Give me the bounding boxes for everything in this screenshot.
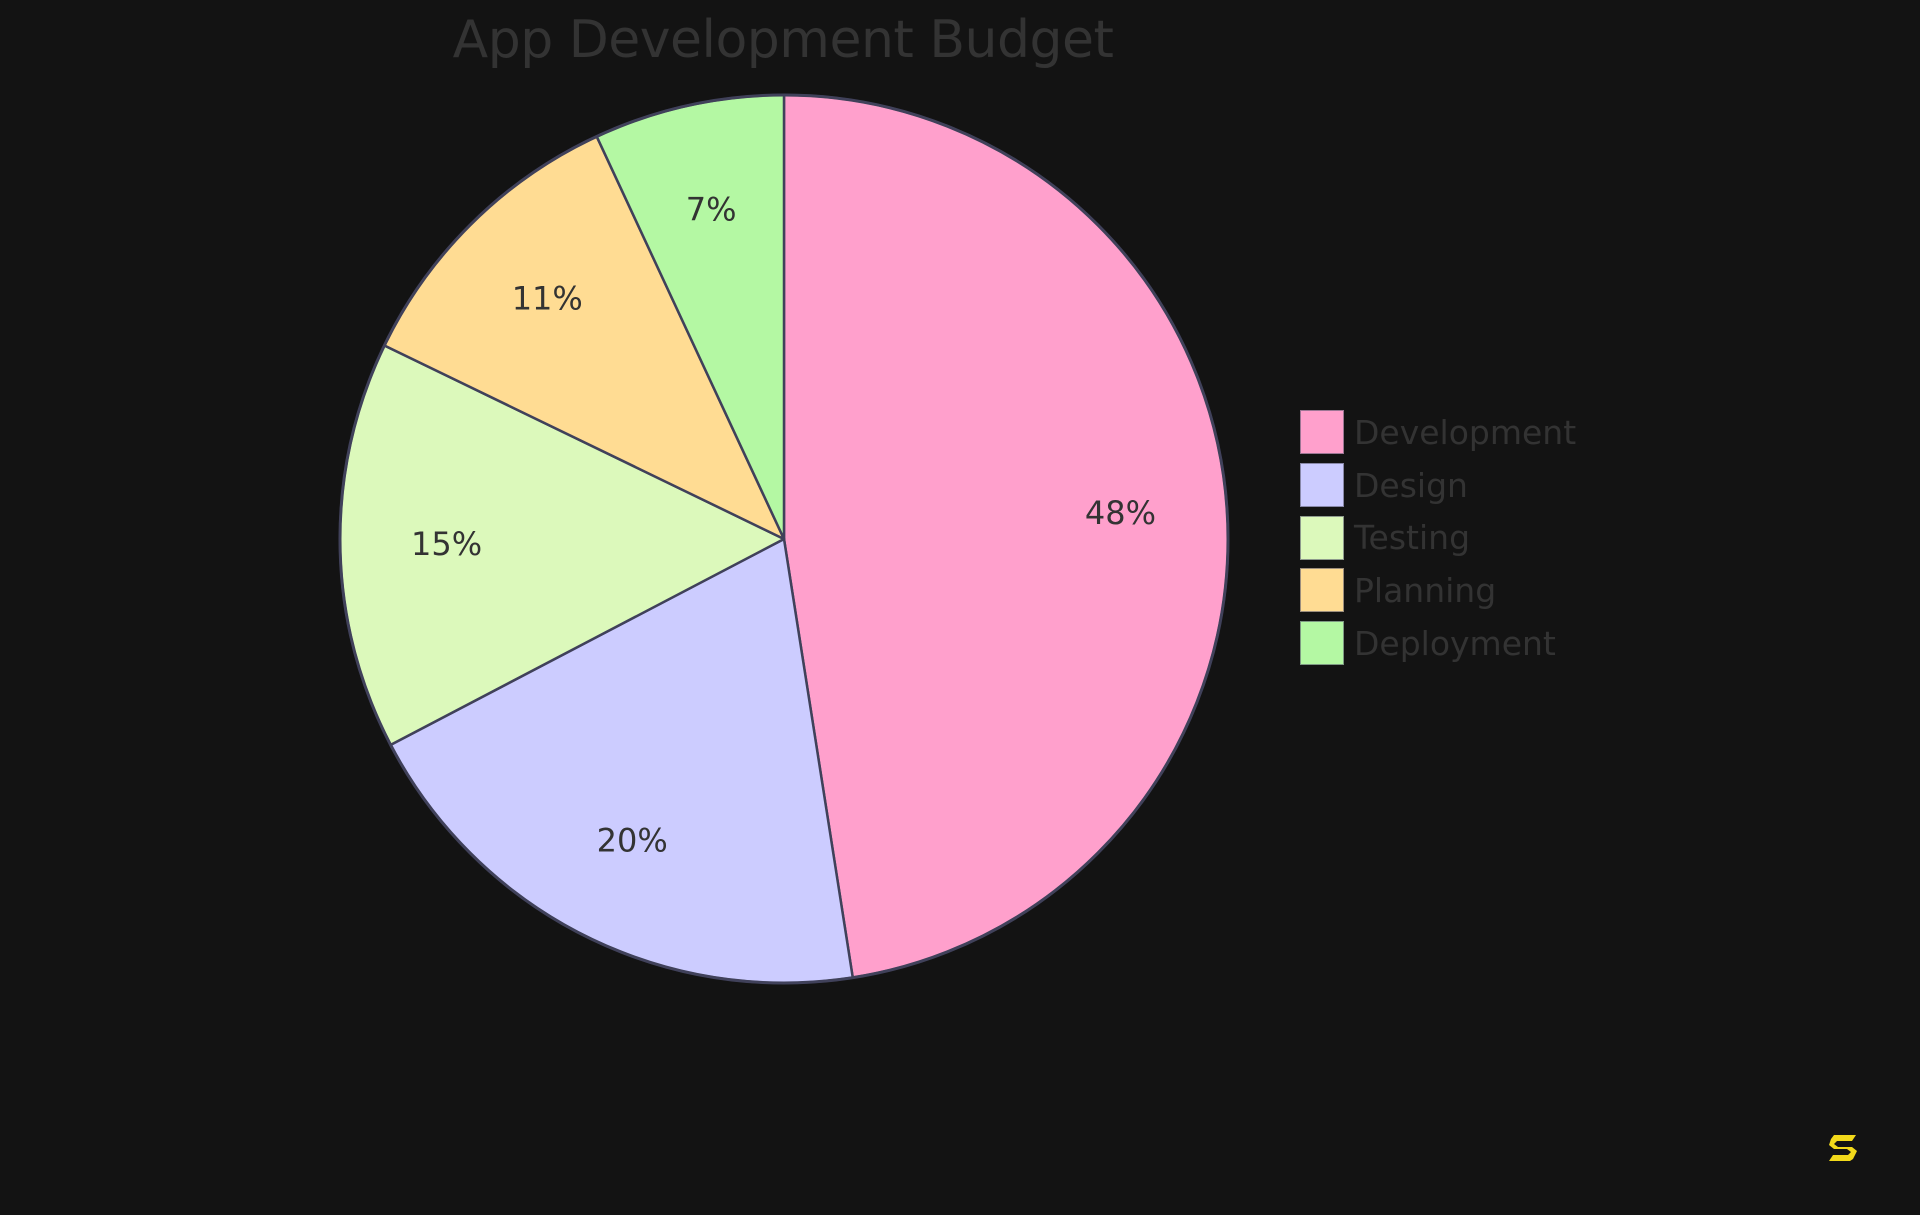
legend-label: Testing xyxy=(1354,518,1471,558)
pie-slices xyxy=(338,93,1230,985)
legend-swatch xyxy=(1300,463,1344,508)
legend-swatch xyxy=(1300,621,1344,666)
legend-item-deployment[interactable]: Deployment xyxy=(1300,617,1576,670)
pie-slice-development[interactable] xyxy=(782,93,1230,979)
chart-title: App Development Budget xyxy=(452,10,1114,70)
pie-outline xyxy=(338,93,1230,985)
legend-label: Design xyxy=(1354,465,1468,505)
legend: Development Design Testing Planning Depl… xyxy=(1300,406,1576,669)
slice-label: 20% xyxy=(597,821,668,859)
slice-label: 15% xyxy=(411,525,482,563)
legend-item-testing[interactable]: Testing xyxy=(1300,511,1576,564)
legend-item-development[interactable]: Development xyxy=(1300,406,1576,459)
legend-swatch xyxy=(1300,410,1344,455)
legend-item-planning[interactable]: Planning xyxy=(1300,564,1576,617)
slice-label: 7% xyxy=(686,191,737,229)
legend-swatch xyxy=(1300,568,1344,613)
slice-labels: 48% 20% 15% 11% 7% xyxy=(411,191,1156,860)
legend-label: Development xyxy=(1354,412,1577,452)
slice-label: 11% xyxy=(512,280,583,318)
legend-item-design[interactable]: Design xyxy=(1300,459,1576,512)
slice-label: 48% xyxy=(1085,494,1156,532)
legend-label: Planning xyxy=(1354,570,1497,610)
legend-swatch xyxy=(1300,515,1344,560)
legend-label: Deployment xyxy=(1354,623,1556,663)
s-logo-icon xyxy=(1829,1135,1857,1161)
